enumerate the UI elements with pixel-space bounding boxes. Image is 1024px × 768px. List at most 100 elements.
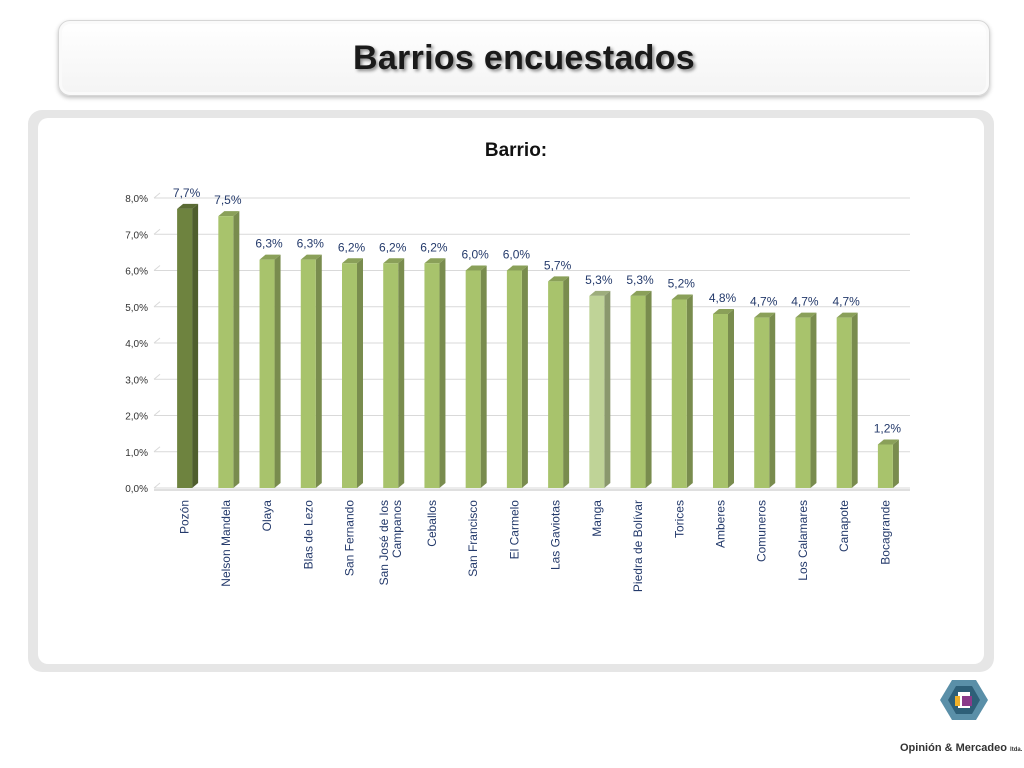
y-tick-label: 3,0% — [125, 375, 148, 386]
category-label: Piedra de Bolívar — [631, 500, 645, 592]
bar-side — [357, 258, 363, 488]
bar-side — [604, 290, 611, 488]
category-label: Canapote — [837, 500, 851, 552]
bar-top — [754, 312, 776, 318]
data-label: 1,2% — [874, 422, 902, 436]
bar — [342, 258, 363, 488]
data-label: 4,7% — [832, 295, 860, 309]
bar-top — [713, 309, 734, 314]
bar-side — [645, 290, 652, 488]
data-label: 5,3% — [585, 273, 613, 287]
bar-side — [274, 254, 281, 488]
bar-front — [877, 444, 893, 488]
category-label: Bocagrande — [878, 500, 892, 565]
gridline-depth — [153, 301, 161, 308]
company-logo: Opinión & Mercadeo ltda. — [900, 676, 1024, 766]
category-label: Blas de Lezo — [301, 500, 315, 570]
bar-front — [383, 263, 399, 488]
gridline-depth — [153, 410, 161, 416]
data-label: 7,7% — [173, 186, 201, 200]
bar-chart: Barrio: 0,0% 1,0% 2,0% 3,0% 4,0% 5,0% 6,0% 7,0%… — [125, 140, 910, 592]
bar-front — [342, 263, 357, 488]
bar-top — [836, 312, 858, 318]
category-label: Los Calamares — [796, 500, 810, 581]
chart-area: Barrio: 0,0% 1,0% 2,0% 3,0% 4,0% 5,0% 6,0% 7,0%… — [38, 118, 984, 664]
bar-top — [177, 203, 199, 209]
bar-front — [177, 208, 193, 488]
bar-side — [892, 439, 899, 488]
category-label: Campanos — [390, 500, 404, 558]
y-tick-label: 4,0% — [125, 339, 148, 350]
bar-side — [398, 258, 405, 488]
bar — [836, 312, 858, 488]
bar-side — [769, 312, 776, 488]
bar-side — [439, 258, 446, 488]
logo-name: Opinión & Mercadeo — [900, 742, 1007, 754]
page-title: Barrios encuestados — [352, 38, 696, 77]
bar-side — [233, 211, 240, 488]
bar-side — [521, 265, 528, 488]
bar-top — [342, 258, 363, 264]
bar — [548, 276, 570, 488]
bar-top — [877, 439, 899, 445]
category-label: Las Gaviotas — [549, 500, 563, 570]
gridline-depth — [153, 192, 161, 199]
chart-title: Barrio: — [485, 140, 547, 161]
bar-top — [259, 254, 281, 260]
y-axis: 0,0% 1,0% 2,0% 3,0% 4,0% 5,0% 6,0% 7,0% 8,0% — [125, 194, 148, 495]
bar-side — [728, 309, 734, 488]
bar-side — [315, 254, 322, 488]
data-label: 5,3% — [626, 273, 654, 287]
category-label: Ceballos — [425, 500, 439, 547]
gridline-depth — [153, 446, 161, 453]
data-label: 4,8% — [709, 291, 737, 305]
bar-side — [851, 312, 858, 488]
bar-top — [671, 294, 693, 300]
bar-top — [424, 258, 446, 264]
data-labels: 7,7% 7,5% 6,3% 6,3% 6,2% 6,2% 6,2% 6,0% 6,0% 5,7%… — [173, 186, 901, 436]
bar — [754, 312, 776, 488]
chart-panel: Barrio: 0,0% 1,0% 2,0% 3,0% 4,0% 5,0% 6,0% 7,0%… — [28, 110, 994, 672]
bar-top — [548, 276, 570, 282]
gridline-depth — [153, 373, 161, 380]
bar-front — [754, 317, 770, 488]
category-label: Pozón — [178, 500, 192, 534]
bar-front — [465, 270, 481, 488]
category-label: Comuneros — [755, 500, 769, 562]
data-label: 7,5% — [214, 193, 242, 207]
bar-front — [506, 270, 522, 488]
bar-top — [218, 211, 240, 217]
category-label: El Carmelo — [507, 500, 521, 560]
bar-front — [424, 263, 440, 488]
x-axis: Pozón Nelson Mandela Olaya Blas de Lezo San … — [178, 500, 893, 592]
category-label: San Fernando — [343, 500, 357, 576]
bar-front — [671, 299, 687, 488]
logo-icon — [940, 680, 988, 720]
y-tick-label: 7,0% — [125, 230, 148, 241]
bar-front — [836, 317, 852, 488]
y-tick-label: 0,0% — [125, 484, 148, 495]
bar — [424, 258, 446, 488]
bar — [630, 290, 652, 488]
bar-front — [548, 281, 564, 488]
data-label: 6,0% — [503, 248, 531, 262]
bar-front — [300, 259, 316, 488]
category-label: San José de los — [377, 500, 391, 585]
bar — [383, 258, 405, 488]
bar — [300, 254, 322, 488]
bar-top — [465, 265, 487, 271]
category-label: Torices — [672, 500, 686, 538]
bar-top — [630, 290, 652, 296]
bar — [177, 203, 199, 488]
data-label: 5,7% — [544, 258, 572, 272]
bar — [218, 211, 240, 488]
data-label: 4,7% — [791, 295, 819, 309]
category-label: Olaya — [260, 500, 274, 532]
gridline-depth — [153, 337, 161, 344]
title-banner: Barrios encuestados — [58, 20, 990, 96]
category-label: Manga — [590, 500, 604, 537]
bar-side — [563, 276, 570, 488]
data-label: 6,0% — [461, 248, 489, 262]
data-label: 5,2% — [668, 277, 696, 291]
bar-top — [383, 258, 405, 264]
